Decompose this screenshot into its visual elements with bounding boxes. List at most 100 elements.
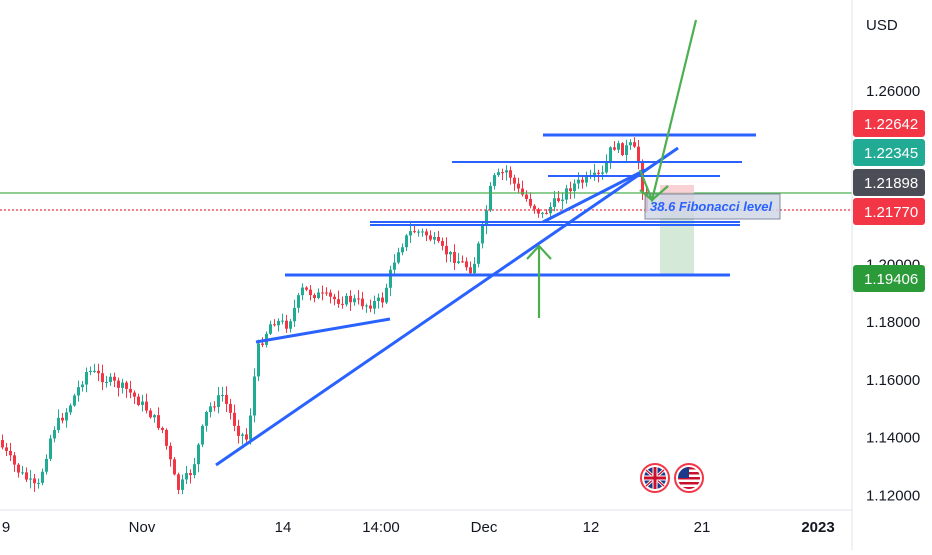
candle bbox=[569, 181, 572, 199]
candle bbox=[65, 408, 68, 428]
up-arrow-head[interactable] bbox=[526, 244, 552, 260]
us-flag-icon[interactable] bbox=[674, 463, 704, 493]
x-tick-label: 2023 bbox=[801, 519, 834, 536]
candle bbox=[201, 424, 204, 448]
trendline-upper[interactable] bbox=[542, 168, 646, 224]
candle bbox=[25, 467, 28, 483]
candle bbox=[1, 434, 4, 450]
candle bbox=[385, 283, 388, 305]
candle bbox=[305, 286, 308, 292]
trendline-small[interactable] bbox=[255, 317, 391, 344]
candle bbox=[221, 386, 224, 402]
candle bbox=[561, 192, 564, 210]
price-badge-label: 1.22345 bbox=[864, 145, 918, 162]
candle bbox=[341, 296, 344, 309]
candle bbox=[45, 454, 48, 475]
candle bbox=[565, 184, 568, 204]
candle bbox=[141, 394, 144, 412]
candle bbox=[593, 163, 596, 181]
candle bbox=[13, 452, 16, 472]
candle bbox=[485, 205, 488, 235]
candle bbox=[97, 363, 100, 382]
candle bbox=[73, 393, 76, 407]
candle bbox=[629, 139, 632, 151]
candle bbox=[521, 180, 524, 197]
trendline-main[interactable] bbox=[215, 146, 679, 467]
x-tick-label: 12 bbox=[583, 519, 600, 536]
candle bbox=[277, 318, 280, 332]
drawings[interactable] bbox=[215, 133, 756, 467]
currency-label: USD bbox=[866, 17, 898, 34]
candle bbox=[21, 465, 24, 475]
price-badge: 1.21898 bbox=[853, 169, 925, 196]
candle bbox=[461, 255, 464, 263]
candle bbox=[5, 442, 8, 456]
candle bbox=[333, 293, 336, 306]
candle bbox=[237, 419, 240, 444]
candle bbox=[541, 211, 544, 219]
candle bbox=[181, 474, 184, 495]
candle bbox=[41, 468, 44, 486]
candle bbox=[433, 232, 436, 245]
price-badge: 1.19406 bbox=[853, 265, 925, 292]
candle bbox=[393, 254, 396, 275]
candle bbox=[329, 289, 332, 304]
candle bbox=[9, 442, 12, 462]
candle bbox=[253, 368, 256, 423]
y-tick-label: 1.16000 bbox=[866, 372, 920, 389]
candle bbox=[121, 378, 124, 394]
price-badge-label: 1.21898 bbox=[864, 175, 918, 192]
candle bbox=[397, 247, 400, 265]
candle bbox=[585, 171, 588, 187]
x-tick-label: 21 bbox=[694, 519, 711, 536]
candle bbox=[401, 243, 404, 256]
candle bbox=[213, 401, 216, 412]
candle bbox=[161, 426, 164, 434]
candle bbox=[429, 230, 432, 242]
candle bbox=[405, 234, 408, 252]
candle bbox=[17, 462, 20, 478]
candle bbox=[437, 231, 440, 243]
candle bbox=[29, 469, 32, 489]
candle bbox=[169, 442, 172, 467]
candle bbox=[233, 404, 236, 432]
x-tick-label: 14:00 bbox=[362, 519, 400, 536]
candle bbox=[513, 174, 516, 191]
x-axis-ticks: 9 Nov 14 14:00 Dec 12 21 2023 bbox=[2, 519, 835, 536]
candle bbox=[621, 142, 624, 157]
candle bbox=[229, 398, 232, 420]
candle bbox=[109, 373, 112, 386]
candle bbox=[209, 402, 212, 418]
price-badge-label: 1.22642 bbox=[864, 116, 918, 133]
y-tick-label: 1.14000 bbox=[866, 430, 920, 447]
candle bbox=[517, 177, 520, 194]
candles bbox=[1, 137, 648, 495]
candle bbox=[469, 261, 472, 276]
candle bbox=[581, 175, 584, 189]
gb-flag-icon[interactable] bbox=[640, 463, 670, 493]
candle bbox=[505, 165, 508, 181]
candle bbox=[349, 290, 352, 311]
candle bbox=[381, 292, 384, 308]
candle bbox=[129, 380, 132, 399]
candle bbox=[217, 387, 220, 414]
price-badge: 1.22345 bbox=[853, 139, 925, 166]
candle bbox=[573, 179, 576, 199]
arrows[interactable] bbox=[526, 19, 698, 318]
x-tick-label: Nov bbox=[129, 519, 156, 536]
y-tick-label: 1.12000 bbox=[866, 487, 920, 504]
candle bbox=[313, 293, 316, 303]
candle bbox=[353, 294, 356, 306]
candle bbox=[49, 434, 52, 462]
projection-arrow-head[interactable] bbox=[639, 185, 669, 202]
candle bbox=[309, 284, 312, 301]
candle bbox=[93, 363, 96, 374]
candle bbox=[321, 285, 324, 301]
candle bbox=[609, 146, 612, 169]
candle bbox=[453, 244, 456, 270]
candle bbox=[225, 386, 228, 413]
candle bbox=[85, 367, 88, 393]
candle bbox=[165, 428, 168, 450]
